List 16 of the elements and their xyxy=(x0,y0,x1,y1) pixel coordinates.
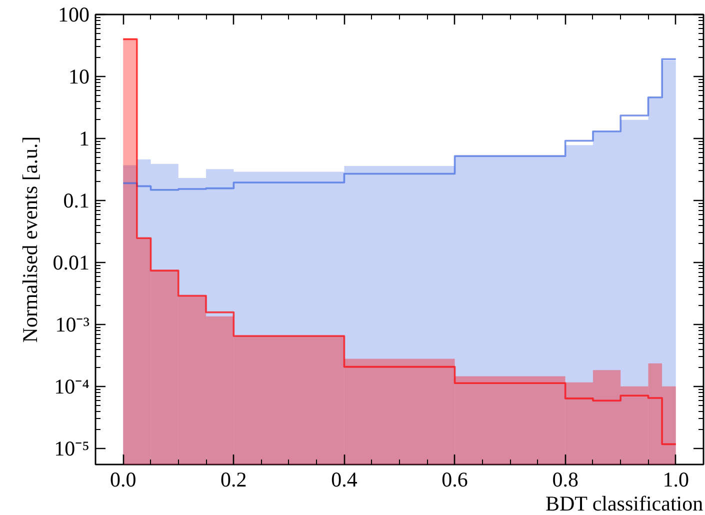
x-axis-title: BDT classification xyxy=(545,492,704,515)
x-tick-label: 0.0 xyxy=(110,468,136,492)
y-tick-label: 100 xyxy=(58,2,90,26)
y-tick-label: 0.01 xyxy=(52,250,90,274)
y-axis-title: Normalised events [a.u.] xyxy=(18,136,42,343)
y-tick-label: 10⁻⁵ xyxy=(54,436,90,460)
y-tick-label: 10⁻⁴ xyxy=(54,374,90,398)
y-tick-label: 10 xyxy=(68,64,90,88)
x-tick-label: 0.8 xyxy=(552,468,578,492)
y-tick-label: 10⁻³ xyxy=(55,312,90,336)
x-tick-label: 0.4 xyxy=(331,468,358,492)
x-tick-label: 0.6 xyxy=(442,468,468,492)
x-tick-label: 0.2 xyxy=(220,468,247,492)
y-tick-label: 1 xyxy=(79,126,90,150)
x-tick-label: 1.0 xyxy=(662,468,689,492)
y-tick-label: 0.1 xyxy=(63,188,90,212)
